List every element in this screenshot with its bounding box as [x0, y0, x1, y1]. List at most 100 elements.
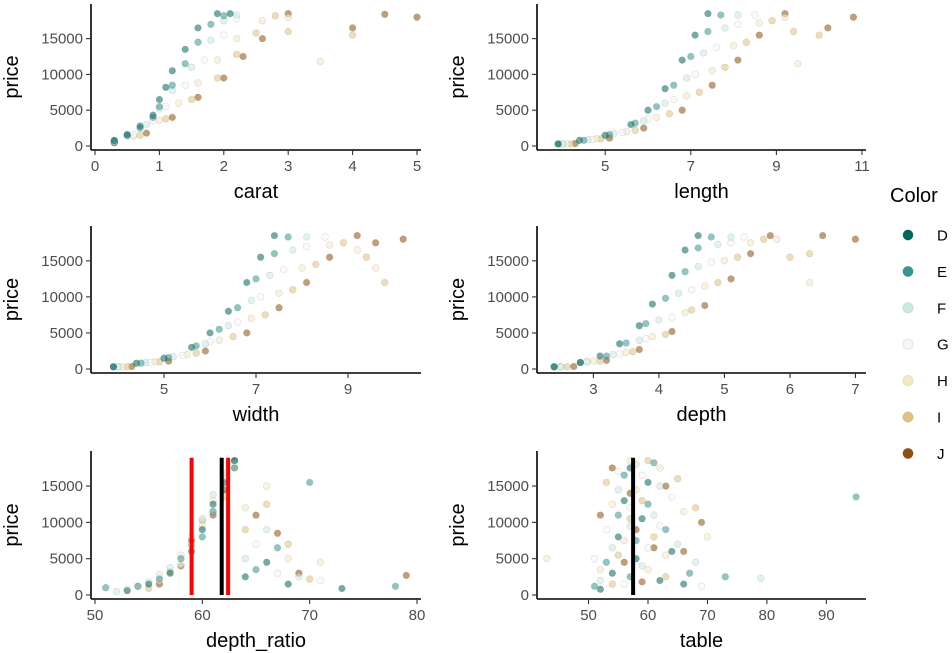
- data-point-I: [687, 306, 696, 314]
- data-point-F: [112, 587, 121, 596]
- y-axis-title: price: [447, 55, 469, 98]
- data-point-F: [289, 246, 297, 254]
- data-point-D: [596, 585, 605, 593]
- data-point-I: [815, 31, 823, 39]
- data-point-J: [596, 511, 605, 519]
- data-point-I: [213, 74, 222, 82]
- y-tick-label: 10000: [487, 66, 529, 83]
- data-point-J: [755, 31, 763, 39]
- data-point-F: [224, 322, 233, 330]
- data-point-J: [727, 275, 735, 283]
- data-point-I: [229, 332, 237, 341]
- x-tick-label: 60: [194, 607, 211, 624]
- data-point-G: [740, 233, 748, 241]
- data-point-I: [348, 31, 357, 39]
- y-axis-title: price: [1, 55, 23, 98]
- data-point-J: [348, 24, 357, 32]
- data-point-D: [575, 136, 584, 145]
- data-point-J: [701, 301, 709, 310]
- data-point-E: [852, 493, 860, 501]
- data-point-I: [665, 110, 674, 118]
- data-point-G: [178, 351, 187, 359]
- data-point-F: [263, 525, 271, 534]
- data-point-D: [681, 246, 689, 254]
- data-point-F: [187, 63, 196, 72]
- data-point-H: [316, 57, 325, 66]
- data-point-I: [252, 29, 260, 37]
- data-point-D: [338, 584, 346, 593]
- data-point-G: [279, 265, 288, 274]
- data-point-I: [263, 500, 271, 508]
- data-point-D: [162, 83, 170, 92]
- y-tick-label: 15000: [487, 253, 529, 270]
- data-point-I: [661, 330, 670, 339]
- data-point-G: [687, 286, 696, 294]
- data-point-I: [187, 95, 196, 104]
- data-point-G: [669, 95, 678, 104]
- data-point-F: [295, 573, 303, 581]
- data-point-E: [650, 459, 658, 467]
- y-tick-label: 5000: [496, 102, 529, 119]
- x-tick-label: 0: [91, 158, 99, 175]
- data-point-E: [177, 554, 185, 563]
- data-point-F: [639, 117, 648, 125]
- data-point-J: [220, 74, 228, 82]
- data-point-F: [674, 289, 683, 297]
- data-point-E: [614, 511, 622, 519]
- x-tick-label: 9: [344, 381, 352, 398]
- data-point-D: [181, 45, 189, 54]
- y-tick-label: 5000: [496, 551, 529, 568]
- data-point-D: [198, 525, 207, 534]
- data-point-I: [742, 38, 751, 46]
- y-tick-label: 0: [75, 361, 83, 378]
- data-point-F: [714, 240, 722, 249]
- data-point-F: [757, 574, 765, 582]
- data-point-G: [638, 471, 646, 479]
- x-tick-label: 3: [589, 381, 597, 398]
- data-point-E: [652, 102, 661, 111]
- y-tick-label: 15000: [41, 253, 83, 270]
- data-point-H: [682, 92, 691, 100]
- data-point-D: [661, 84, 669, 93]
- data-point-J: [570, 362, 578, 371]
- data-point-D: [263, 558, 271, 566]
- data-point-H: [275, 289, 283, 297]
- data-point-I: [733, 253, 742, 261]
- data-point-H: [679, 507, 688, 516]
- data-point-H: [720, 257, 729, 265]
- x-tick-label: 60: [640, 607, 657, 624]
- data-point-D: [110, 136, 119, 145]
- data-point-F: [608, 544, 616, 552]
- y-tick-label: 15000: [41, 478, 83, 495]
- legend: Color D E F G H I J: [890, 185, 949, 463]
- data-point-D: [241, 573, 250, 581]
- x-tick-label: 70: [699, 607, 716, 624]
- data-point-D: [194, 24, 202, 32]
- data-point-E: [220, 11, 228, 20]
- data-point-F: [635, 336, 643, 344]
- data-point-I: [192, 349, 200, 357]
- y-tick-label: 0: [521, 138, 529, 155]
- data-point-D: [168, 67, 177, 75]
- data-point-G: [614, 467, 622, 476]
- x-tick-label: 7: [851, 381, 859, 398]
- data-point-F: [614, 486, 622, 494]
- data-point-I: [691, 504, 700, 512]
- data-point-E: [207, 20, 215, 28]
- data-point-I: [162, 115, 170, 123]
- data-point-F: [142, 120, 151, 129]
- y-tick-label: 10000: [41, 514, 83, 531]
- chart-panel-depth_ratio: 50 60 70 80 0 5000 10000 15000 depth_ratio price: [1, 451, 425, 652]
- data-point-J: [746, 249, 755, 258]
- legend-key-J: [902, 447, 914, 460]
- data-point-E: [155, 102, 164, 111]
- legend-item-F: F: [902, 300, 946, 317]
- data-point-I: [628, 348, 637, 356]
- data-point-D: [694, 231, 702, 240]
- legend-label-J: J: [937, 446, 945, 463]
- x-axis-title: depth_ratio: [206, 630, 306, 652]
- data-point-F: [691, 558, 700, 566]
- data-point-G: [618, 128, 626, 137]
- data-point-H: [325, 241, 334, 249]
